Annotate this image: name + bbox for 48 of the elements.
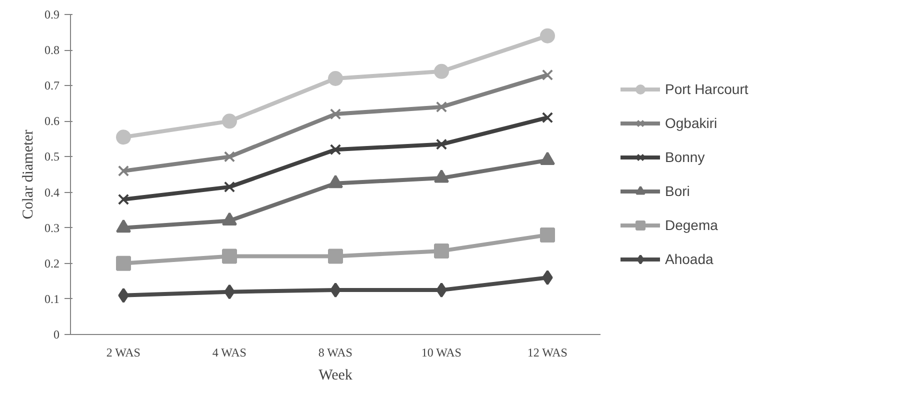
y-tick-label: 0.8 xyxy=(44,43,60,58)
legend-label: Bori xyxy=(665,183,690,199)
point xyxy=(224,284,235,300)
point xyxy=(116,256,131,271)
y-axis-title: Colar diameter xyxy=(20,130,36,220)
point xyxy=(542,69,554,81)
point xyxy=(434,243,449,258)
legend-label: Ahoada xyxy=(665,251,714,267)
x-tick-label: 12 WAS xyxy=(527,346,568,360)
x-tick-label: 8 WAS xyxy=(318,346,352,360)
point xyxy=(434,64,449,79)
x-axis-title: Week xyxy=(318,368,353,384)
point xyxy=(542,112,554,124)
legend-label: Ogbakiri xyxy=(665,115,718,131)
y-tick-label: 0.2 xyxy=(44,256,60,270)
y-tick-label: 0 xyxy=(54,328,60,342)
legend-label: Bonny xyxy=(665,149,705,165)
y-tick-label: 0.3 xyxy=(44,220,60,235)
point xyxy=(540,227,555,242)
point xyxy=(436,101,448,113)
point xyxy=(328,71,343,86)
point xyxy=(330,282,341,298)
point xyxy=(118,165,130,177)
legend-label: Degema xyxy=(665,217,718,233)
x-tick-label: 10 WAS xyxy=(421,346,462,360)
point xyxy=(222,248,237,264)
y-tick-label: 0.6 xyxy=(44,114,60,128)
point xyxy=(540,28,555,44)
x-tick-label: 2 WAS xyxy=(106,346,140,360)
point xyxy=(328,248,343,264)
x-tick-label: 4 WAS xyxy=(212,346,246,360)
point xyxy=(224,181,236,193)
point xyxy=(116,130,131,145)
point xyxy=(118,194,130,205)
y-tick-label: 0.7 xyxy=(44,78,60,93)
point xyxy=(542,270,553,286)
y-tick-label: 0.9 xyxy=(44,8,60,22)
point xyxy=(330,144,342,156)
point xyxy=(118,288,129,303)
point xyxy=(436,138,448,150)
point xyxy=(330,108,342,120)
y-tick-label: 0.4 xyxy=(44,185,60,200)
y-tick-label: 0.1 xyxy=(44,292,60,306)
point xyxy=(224,151,236,162)
point xyxy=(436,282,447,298)
point xyxy=(222,114,237,129)
legend-label: Port Harcourt xyxy=(665,81,748,97)
y-tick-label: 0.5 xyxy=(44,150,60,164)
